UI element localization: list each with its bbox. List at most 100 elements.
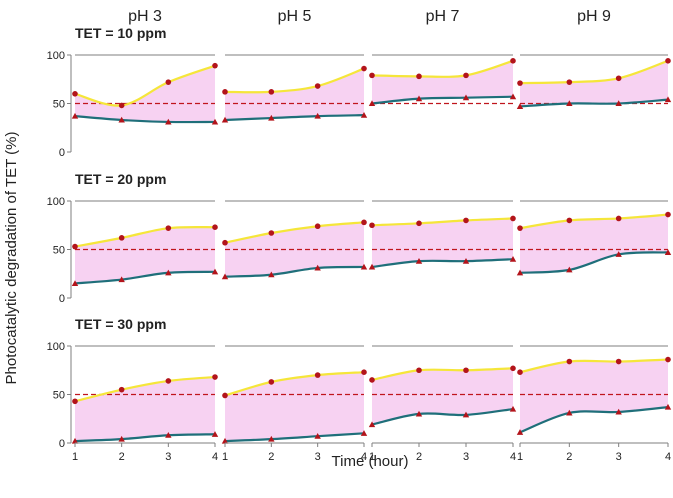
lower-series-point (415, 257, 423, 264)
upper-series-point (268, 230, 275, 236)
lower-series-point (360, 263, 368, 270)
lower-series-point (165, 118, 172, 125)
x-tick-label: 2 (566, 451, 572, 463)
panel-r1-c4 (516, 54, 672, 109)
lower-series-line (371, 407, 514, 426)
lower-series-point (314, 264, 321, 271)
y-tick-label: 50 (53, 245, 65, 257)
lower-series-point (615, 251, 622, 257)
shaded-band (372, 368, 513, 425)
upper-series-point (212, 374, 218, 380)
upper-series-point (118, 102, 125, 109)
shaded-band (520, 60, 668, 107)
x-tick-label: 1 (222, 451, 228, 463)
x-tick-label: 1 (72, 451, 78, 463)
upper-series-line (74, 225, 216, 248)
x-tick-label: 4 (665, 451, 671, 463)
upper-series-point (361, 65, 367, 72)
lower-series-point (509, 93, 517, 100)
shaded-band (520, 359, 668, 433)
lower-series-point (462, 411, 470, 418)
lower-series-line (519, 251, 669, 274)
lower-series-point (360, 430, 368, 436)
lower-series-point (268, 271, 275, 278)
column-title-2: pH 5 (278, 8, 312, 25)
x-tick-label: 1 (369, 451, 375, 463)
lower-series-point (415, 410, 423, 417)
x-tick-label: 2 (119, 451, 125, 463)
lower-series-point (118, 116, 125, 123)
upper-series-point (222, 392, 228, 399)
y-tick-label: 50 (53, 390, 65, 402)
upper-series-point (361, 369, 367, 375)
lower-series-point (71, 112, 79, 119)
upper-series-line (519, 213, 669, 230)
lower-series-point (664, 403, 672, 410)
panel-r2-c2 (221, 200, 368, 280)
shaded-band (520, 214, 668, 273)
lower-series-line (519, 98, 669, 108)
panel-r1-c1 (71, 54, 219, 125)
lower-series-point (462, 94, 470, 101)
upper-series-line (371, 59, 514, 78)
lower-series-point (516, 429, 524, 435)
upper-series-point (615, 215, 622, 222)
x-tick-label: 2 (268, 451, 274, 463)
upper-series-point (510, 215, 516, 222)
panel-r3-c3: 1 2 3 4 (368, 345, 517, 463)
lower-series-point (118, 435, 125, 442)
upper-series-point (314, 372, 321, 378)
lower-series-point (566, 100, 573, 107)
shaded-band (75, 65, 215, 123)
upper-series-point (118, 386, 125, 393)
lower-series-point (615, 408, 622, 415)
y-tick-label: 50 (53, 99, 65, 111)
upper-series-line (519, 59, 669, 85)
upper-series-line (74, 64, 216, 107)
upper-series-point (510, 365, 516, 372)
lower-series-point (71, 280, 79, 287)
shaded-band (225, 68, 364, 120)
upper-series-point (566, 79, 573, 85)
lower-series-line (74, 433, 216, 443)
column-title-1: pH 3 (128, 8, 162, 25)
lower-series-point (268, 435, 275, 442)
upper-series-point (268, 89, 275, 95)
lower-series-point (566, 266, 573, 273)
upper-series-point (165, 378, 172, 384)
upper-series-point (615, 358, 622, 365)
lower-series-line (224, 114, 365, 122)
x-tick-label: 4 (361, 451, 367, 463)
lower-series-point (509, 256, 517, 262)
y-tick-label: 0 (59, 147, 65, 159)
row-title-3: TET = 30 ppm (75, 316, 166, 332)
lower-series-point (221, 273, 229, 280)
shaded-band (372, 60, 513, 104)
lower-series-point (368, 100, 376, 107)
lower-series-point (615, 100, 622, 107)
upper-series-point (566, 358, 573, 365)
y-tick-label: 100 (47, 196, 65, 208)
lower-series-point (268, 114, 275, 121)
y-tick-label: 0 (59, 438, 65, 450)
panel-r2-c1 (71, 200, 219, 287)
lower-series-point (368, 263, 376, 270)
upper-series-point (463, 217, 469, 224)
y-tick-label: 100 (47, 50, 65, 62)
upper-series-point (118, 235, 125, 241)
lower-series-point (211, 431, 219, 437)
x-tick-label: 4 (212, 451, 218, 463)
upper-series-line (224, 67, 365, 94)
upper-series-point (416, 220, 422, 227)
panel-r1-c3 (368, 54, 517, 107)
upper-series-point (463, 72, 469, 79)
lower-series-point (509, 405, 517, 412)
column-title-3: pH 7 (426, 8, 460, 25)
shaded-band (75, 377, 215, 442)
lower-series-point (566, 409, 573, 416)
lower-series-line (371, 258, 514, 269)
upper-series-line (224, 371, 365, 397)
column-title-4: pH 9 (577, 8, 611, 25)
lower-series-point (516, 269, 524, 276)
